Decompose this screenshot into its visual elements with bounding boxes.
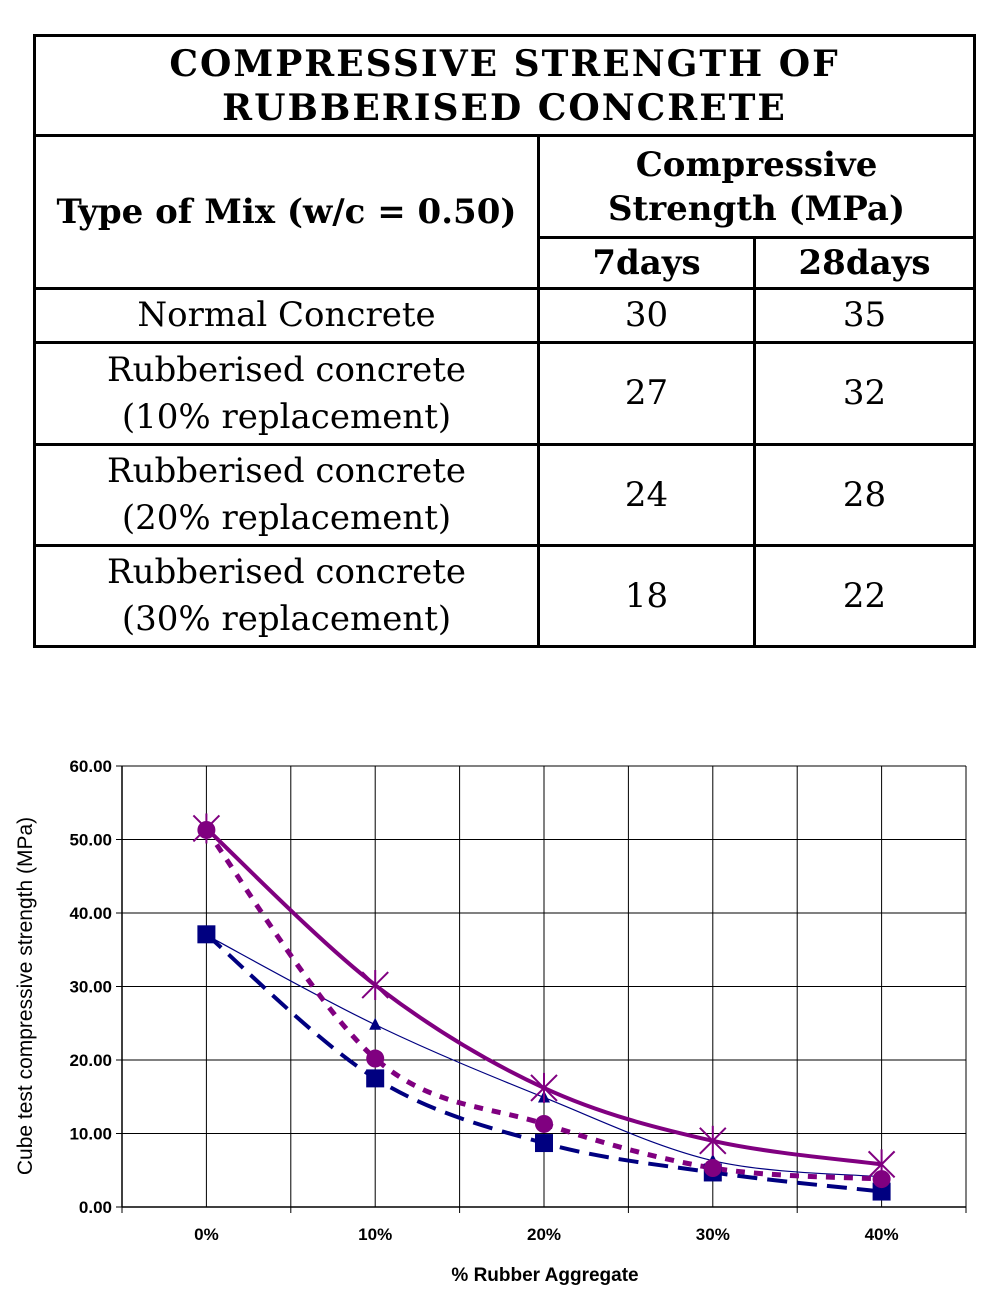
strength-28days-cell: 35: [752, 287, 977, 344]
mix-name: Rubberised concrete: [106, 451, 467, 491]
data-point-circle: [366, 1049, 385, 1068]
table-row: Rubberised concrete (20% replacement) 24…: [33, 443, 977, 547]
mix-name-cell: Rubberised concrete (10% replacement): [33, 341, 540, 446]
table-row: Rubberised concrete (30% replacement) 18…: [33, 544, 977, 648]
strength-line-chart: 0.00 10.00 20.00 30.00 40.00 50.00 60.00 0% 10%…: [14, 757, 967, 1286]
data-point-star: [867, 1149, 896, 1180]
mix-name-cell: Rubberised concrete (30% replacement): [33, 544, 540, 648]
header-compressive-strength: Compressive Strength (MPa): [536, 134, 977, 239]
x-tick-label: 10%: [358, 1225, 392, 1244]
mix-replacement: (20% replacement): [121, 498, 452, 538]
strength-7days-cell: 24: [537, 443, 756, 547]
data-point-square: [366, 1069, 385, 1088]
y-tick-label: 60.00: [69, 757, 112, 776]
strength-28days-cell: 22: [752, 544, 977, 648]
table-row: Normal Concrete 30 35: [33, 287, 977, 344]
mix-name-cell: Normal Concrete: [33, 287, 540, 344]
data-point-star: [530, 1072, 558, 1103]
table-title-line-2: RUBBERISED CONCRETE: [222, 86, 787, 129]
series-line-3: [204, 828, 882, 1182]
data-point-circle: [703, 1159, 722, 1178]
header-28days: 28days: [752, 236, 977, 290]
x-tick-label: 20%: [527, 1225, 561, 1244]
header-7days: 7days: [537, 236, 756, 290]
mix-name: Rubberised concrete: [106, 552, 467, 592]
strength-7days-cell: 18: [537, 544, 756, 648]
x-axis-label: % Rubber Aggregate: [451, 1265, 638, 1286]
data-point-triangle: [369, 1017, 382, 1030]
series-line-4: [205, 827, 882, 1167]
y-tick-label: 30.00: [69, 978, 112, 997]
y-axis-label: Cube test compressive strength (MPa): [14, 817, 37, 1175]
header-type-of-mix: Type of Mix (w/c = 0.50): [33, 134, 540, 290]
x-tick-label: 30%: [696, 1225, 730, 1244]
strength-28days-cell: 32: [752, 341, 977, 446]
table-row: Rubberised concrete (10% replacement) 27…: [33, 341, 977, 446]
table-title-line-1: COMPRESSIVE STRENGTH OF: [169, 42, 840, 85]
y-tick-label: 10.00: [69, 1125, 112, 1144]
chart-axes: [116, 765, 967, 1213]
y-tick-labels: 0.00 10.00 20.00 30.00 40.00 50.00 60.00: [69, 757, 112, 1217]
strength-7days-cell: 27: [537, 341, 756, 446]
strength-7days-cell: 30: [537, 287, 756, 344]
data-point-triangle: [200, 928, 213, 941]
series-markers: [192, 813, 896, 1201]
table-title: COMPRESSIVE STRENGTH OF RUBBERISED CONCR…: [32, 34, 977, 137]
data-point-square: [872, 1182, 891, 1201]
x-tick-labels: 0% 10% 20% 30% 40%: [194, 1225, 899, 1244]
strength-28days-cell: 28: [752, 443, 977, 547]
mix-name: Rubberised concrete: [106, 349, 467, 390]
y-tick-label: 20.00: [69, 1051, 112, 1070]
data-point-star: [361, 970, 389, 1001]
y-tick-label: 40.00: [69, 904, 112, 923]
strength-table: COMPRESSIVE STRENGTH OF RUBBERISED CONCR…: [32, 34, 977, 648]
data-point-circle: [535, 1114, 553, 1133]
data-point-star: [192, 813, 221, 844]
mix-replacement: (30% replacement): [121, 599, 452, 639]
data-point-square: [535, 1134, 553, 1153]
data-point-star: [699, 1125, 727, 1156]
mix-name: Normal Concrete: [137, 295, 436, 335]
mix-replacement: (10% replacement): [121, 396, 452, 437]
header-strength-line-2: Strength (MPa): [607, 188, 906, 229]
mix-name-cell: Rubberised concrete (20% replacement): [33, 443, 540, 547]
y-tick-label: 50.00: [69, 831, 112, 850]
header-strength-line-1: Compressive: [635, 144, 878, 185]
y-tick-label: 0.00: [79, 1198, 112, 1217]
x-tick-label: 40%: [865, 1225, 899, 1244]
x-tick-label: 0%: [194, 1225, 219, 1244]
